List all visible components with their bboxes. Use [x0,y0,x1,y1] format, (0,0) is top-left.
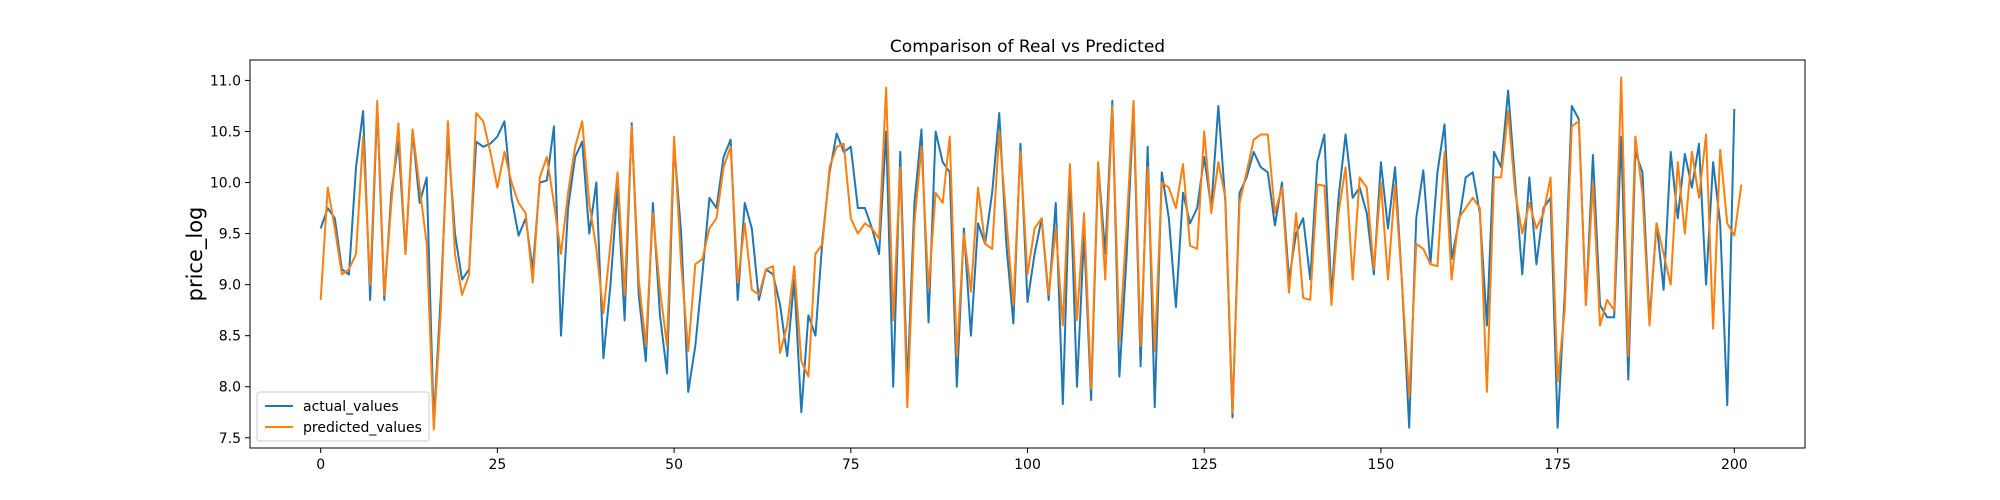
legend: actual_values predicted_values [256,391,430,442]
y-tick-label: 8.5 [219,329,241,345]
legend-box [256,391,430,442]
x-tick-label: 150 [1368,457,1395,473]
x-tick-label: 0 [316,457,325,473]
chart-title: Comparison of Real vs Predicted [890,37,1165,57]
series-line-predicted-values [319,76,1743,431]
y-tick-label: 10.0 [210,176,241,192]
series-line-actual-values [319,89,1736,429]
x-tick-label: 25 [488,457,506,473]
x-tick-label: 200 [1721,457,1748,473]
y-tick-label: 9.5 [219,227,241,243]
y-tick-label: 10.5 [210,124,241,140]
x-tick-label: 175 [1544,457,1571,473]
x-tick-label: 50 [665,457,683,473]
series-layer [319,76,1743,431]
y-tick-label: 8.0 [219,380,241,396]
y-tick-label: 9.0 [219,278,241,294]
legend-label: predicted_values [303,420,422,436]
x-tick-label: 100 [1014,457,1041,473]
y-axis: 7.5 8.0 8.5 9.0 9.5 10.0 10.5 11.0 [210,73,250,447]
legend-label: actual_values [303,399,399,415]
x-tick-label: 125 [1191,457,1218,473]
y-tick-label: 7.5 [219,431,241,447]
plot-area-frame [249,59,1806,449]
x-tick-label: 75 [842,457,860,473]
y-axis-label: price_log [183,207,208,302]
y-tick-label: 11.0 [210,73,241,89]
x-axis: 0 25 50 75 100 125 150 175 200 [316,448,1748,473]
